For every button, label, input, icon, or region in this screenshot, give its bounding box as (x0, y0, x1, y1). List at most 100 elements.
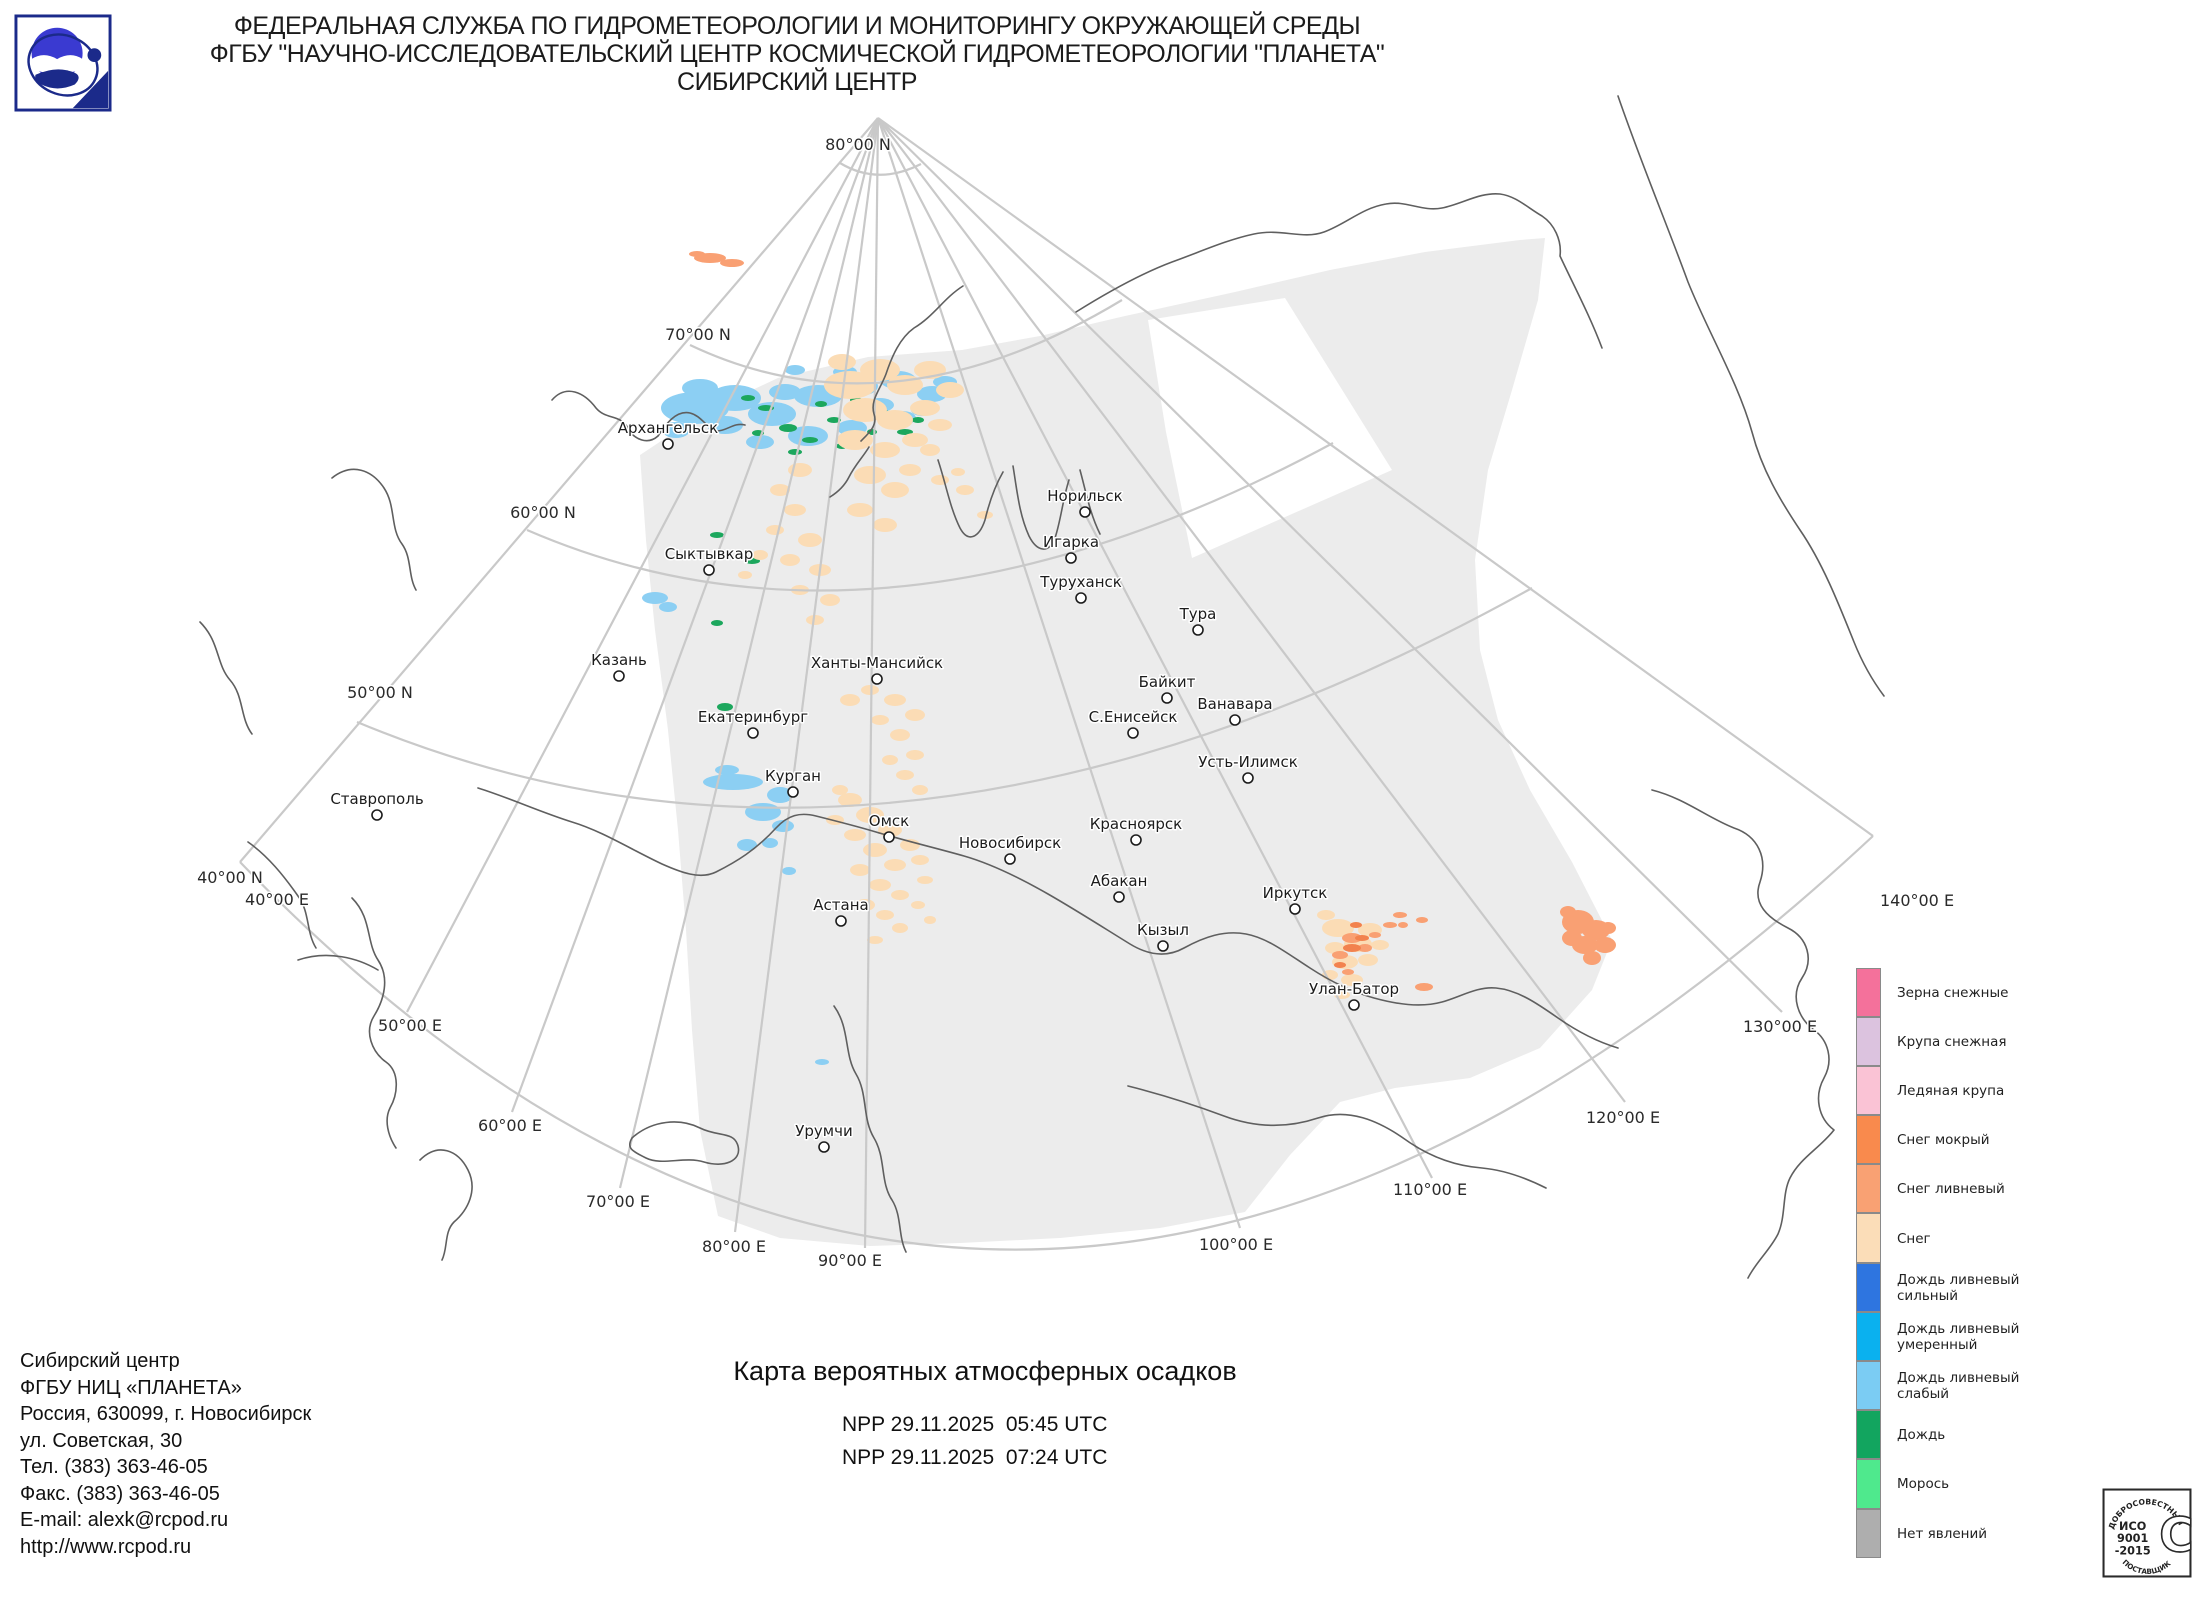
city-marker (1113, 891, 1125, 903)
precip-snow-wet (1334, 922, 1369, 968)
legend-swatch (1856, 1065, 1881, 1116)
graticule-label-layer: 40°00 N 50°00 N 60°00 N 70°00 N 80°00 N 40°00… (196, 134, 1956, 1272)
city-Курган: Курган (764, 766, 822, 798)
city-marker (871, 673, 883, 685)
city-marker (1065, 552, 1077, 564)
city-label: Тура (1179, 605, 1217, 623)
graticule-label: 60°00 N (510, 503, 576, 522)
city-Игарка: Игарка (1041, 532, 1101, 564)
legend-label: Дождь ливневый сильный (1897, 1271, 2020, 1304)
city-marker (703, 564, 715, 576)
city-Иркутск: Иркутск (1261, 883, 1329, 915)
city-label: Ханты-Мансийск (811, 654, 943, 672)
legend-swatch (1856, 1164, 1881, 1214)
header: ФЕДЕРАЛЬНАЯ СЛУЖБА ПО ГИДРОМЕТЕОРОЛОГИИ … (0, 12, 1594, 96)
city-Архангельск: Архангельск (616, 418, 720, 450)
city-marker (1192, 624, 1204, 636)
timestamp-line: NPP 29.11.2025 07:24 UTC (842, 1446, 1108, 1469)
legend-label: Дождь (1897, 1427, 1946, 1444)
graticule-label: 90°00 E (818, 1251, 882, 1270)
graticule-label: 120°00 E (1586, 1108, 1660, 1127)
legend-label: Дождь ливневый слабый (1897, 1370, 2020, 1403)
legend-item: Нет явлений (1856, 1508, 2186, 1558)
contact-line: Тел. (383) 363-46-05 (20, 1456, 208, 1478)
graticule-label: 70°00 N (665, 325, 731, 344)
legend-swatch (1856, 1016, 1881, 1066)
legend-item: Дождь (1856, 1410, 2186, 1460)
city-Урумчи: Урумчи (794, 1121, 854, 1153)
city-label: Казань (591, 651, 647, 669)
city-Ханты-Мансийск: Ханты-Мансийск (809, 653, 945, 685)
city-Ставрополь: Ставрополь (329, 789, 425, 821)
city-marker (1127, 727, 1139, 739)
city-Красноярск: Красноярск (1088, 814, 1184, 846)
city-label: Красноярск (1090, 815, 1182, 833)
city-Кызыл: Кызыл (1136, 920, 1190, 952)
city-marker (662, 438, 674, 450)
city-Тура: Тура (1177, 604, 1218, 636)
graticule-label: 50°00 E (378, 1016, 442, 1035)
legend-swatch (1856, 1410, 1881, 1460)
legend-label: Снег (1897, 1230, 1931, 1247)
legend-item: Ледяная крупа (1856, 1065, 2186, 1116)
city-label: Новосибирск (959, 834, 1061, 852)
city-marker (787, 786, 799, 798)
precip-snow (738, 354, 1389, 999)
legend-label: Ледяная крупа (1897, 1082, 2005, 1099)
city-Ванавара: Ванавара (1196, 694, 1274, 726)
graticule-label: 130°00 E (1743, 1017, 1817, 1036)
city-marker (1229, 714, 1241, 726)
legend-item: Снег ливневый (1856, 1164, 2186, 1214)
city-marker (818, 1141, 830, 1153)
city-label: С.Енисейск (1089, 708, 1178, 726)
legend-label: Зерна снежные (1897, 984, 2009, 1001)
header-line-1: ФЕДЕРАЛЬНАЯ СЛУЖБА ПО ГИДРОМЕТЕОРОЛОГИИ … (233, 12, 1361, 40)
header-line-3: СИБИРСКИЙ ЦЕНТР (677, 68, 917, 96)
planeta-logo-icon (14, 14, 112, 112)
city-label: Архангельск (618, 419, 719, 437)
svg-text:-2015: -2015 (2115, 1544, 2151, 1557)
contact-line: Сибирский центр (20, 1350, 180, 1372)
city-С.Енисейск: С.Енисейск (1087, 707, 1179, 739)
city-label: Сыктывкар (665, 545, 754, 563)
legend-item: Дождь ливневый сильный (1856, 1262, 2186, 1312)
svg-text:9001: 9001 (2117, 1532, 2148, 1545)
legend-item: Снег (1856, 1213, 2186, 1263)
svg-text:С: С (2159, 1508, 2192, 1563)
graticule-label: 140°00 E (1880, 891, 1954, 910)
graticule-label: 50°00 N (347, 683, 413, 702)
city-label: Норильск (1047, 487, 1122, 505)
legend-swatch (1856, 1459, 1881, 1509)
city-label: Игарка (1043, 533, 1099, 551)
city-marker (371, 809, 383, 821)
city-marker (1075, 592, 1087, 604)
swath-gap (1148, 298, 1392, 558)
city-label: Омск (869, 812, 909, 830)
graticule-label: 110°00 E (1393, 1180, 1467, 1199)
city-Усть-Илимск: Усть-Илимск (1197, 752, 1299, 784)
legend-swatch (1856, 1262, 1881, 1312)
city-Екатеринбург: Екатеринбург (696, 707, 810, 739)
legend-swatch (1856, 1115, 1881, 1165)
legend-swatch (1856, 1311, 1881, 1361)
city-label: Ванавара (1197, 695, 1272, 713)
city-Астана: Астана (812, 895, 870, 927)
city-label: Улан-Батор (1309, 980, 1399, 998)
header-line-2: ФГБУ "НАУЧНО-ИССЛЕДОВАТЕЛЬСКИЙ ЦЕНТР КОС… (209, 40, 1385, 68)
legend-label: Крупа снежная (1897, 1033, 2007, 1050)
graticule-label: 80°00 N (825, 135, 891, 154)
city-layer: Архангельск Сыктывкар Казань Ставрополь Екат… (329, 418, 1401, 1153)
city-label: Иркутск (1263, 884, 1328, 902)
city-label: Ставрополь (330, 790, 423, 808)
iso-9001-badge: ДОБРОСОВЕСТНЫЙ ПОСТАВЩИК С ИСО 9001 -201… (2102, 1488, 2192, 1578)
precip-snow-shower (689, 251, 1616, 991)
city-label: Урумчи (795, 1122, 852, 1140)
contact-line: ФГБУ НИЦ «ПЛАНЕТА» (20, 1376, 242, 1399)
city-label: Байкит (1139, 673, 1196, 691)
city-Сыктывкар: Сыктывкар (663, 544, 755, 576)
contact-line: E-mail: alexk@rcpod.ru (20, 1509, 229, 1531)
city-Казань: Казань (590, 650, 648, 682)
city-Новосибирск: Новосибирск (957, 833, 1063, 865)
city-marker (1157, 940, 1169, 952)
